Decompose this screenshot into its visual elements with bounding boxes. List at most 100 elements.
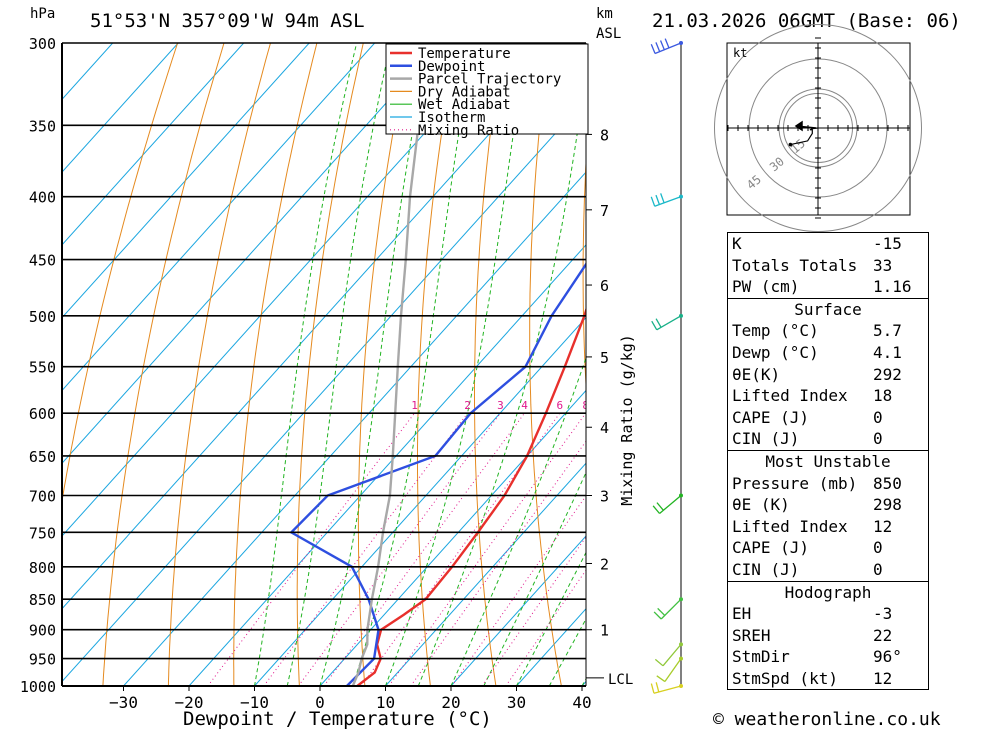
mu-li-row: Lifted Index 12 <box>728 516 928 538</box>
wind-barb <box>653 685 682 694</box>
km-tick-label: 8 <box>600 126 609 144</box>
hodograph-section-title: Hodograph <box>728 580 928 604</box>
index-value: 0 <box>873 559 883 579</box>
wind-barb-flag <box>653 611 662 620</box>
isotherm-line <box>319 389 586 686</box>
dry-adiabat-line <box>635 43 693 686</box>
x-tick-label: 30 <box>507 693 526 712</box>
isotherm-line <box>450 535 586 686</box>
hodo-stmdir-row: StmDir 96° <box>728 646 928 668</box>
isotherm-line <box>62 43 572 610</box>
wind-barb-flag <box>655 42 661 52</box>
surface-temp-row: Temp (°C) 5.7 <box>728 320 928 342</box>
wind-barb-flag <box>655 682 660 693</box>
copyright-text: © weatheronline.co.uk <box>713 709 941 730</box>
mu-cin-row: CIN (J) 0 <box>728 559 928 581</box>
index-label: SREH <box>732 625 771 645</box>
pressure-tick-label: 700 <box>29 488 56 506</box>
wet-adiabat-line <box>352 43 475 686</box>
dry-adiabat-line <box>529 43 562 686</box>
index-label: CIN (J) <box>732 559 800 579</box>
isotherm-line <box>62 43 310 319</box>
pressure-tick-label: 300 <box>29 35 56 53</box>
isotherm-line <box>62 43 376 392</box>
mixing-ratio-label: 25 <box>689 399 702 412</box>
index-label: Pressure (mb) <box>732 473 858 493</box>
wind-barb-flag <box>656 502 664 511</box>
dry-adiabat-line <box>582 154 586 394</box>
lcl-label: LCL <box>608 672 633 688</box>
surface-thetae-row: θE(K) 292 <box>728 364 928 386</box>
surface-section-title: Surface <box>728 297 928 321</box>
surface-li-row: Lifted Index 18 <box>728 385 928 407</box>
wind-barb-flag <box>659 40 665 50</box>
wet-adiabat-line <box>483 471 586 686</box>
isotherm-line <box>62 43 179 173</box>
wind-barb-flag <box>652 505 661 514</box>
x-tick-label: 0 <box>315 693 325 712</box>
legend-entry: Temperature <box>418 46 511 62</box>
mixing-ratio-label: 8 <box>582 399 589 412</box>
pressure-tick-label: 900 <box>29 622 56 640</box>
legend-entry: Mixing Ratio <box>418 123 519 139</box>
pressure-tick-label: 400 <box>29 189 56 207</box>
index-label: Lifted Index <box>732 386 848 406</box>
index-label: Temp (°C) <box>732 321 819 341</box>
dry-adiabat-line <box>357 43 411 686</box>
mixing-ratio-line <box>505 569 586 686</box>
pressure-tick-label: 650 <box>29 448 56 466</box>
storm-motion-arrow <box>794 120 817 132</box>
km-tick-label: 1 <box>600 622 609 640</box>
hodo-stmspd-row: StmSpd (kt) 12 <box>728 668 928 690</box>
hodo-sreh-row: SREH 22 <box>728 625 928 647</box>
index-label: PW (cm) <box>732 277 800 297</box>
hodograph-unit-label: kt <box>733 46 747 60</box>
wind-barb-flag <box>657 607 666 616</box>
pressure-tick-label: 350 <box>29 117 56 135</box>
index-value: -3 <box>873 604 893 624</box>
pressure-tick-label: 750 <box>29 524 56 542</box>
mixing-ratio-label: 1 <box>411 399 418 412</box>
index-label: K <box>732 234 742 253</box>
dry-adiabat-line <box>417 43 457 686</box>
wind-barb <box>660 598 682 620</box>
index-label: CIN (J) <box>732 429 800 449</box>
x-tick-label: 20 <box>441 693 460 712</box>
pressure-tick-label: 800 <box>29 559 56 577</box>
dry-adiabat-line <box>102 43 225 686</box>
wind-barb-flag <box>651 320 658 331</box>
isotherm-line <box>62 43 441 464</box>
isotherm-line <box>123 171 586 686</box>
index-label: EH <box>732 604 752 624</box>
pressure-tick-label: 950 <box>29 651 56 669</box>
isotherm-line <box>254 316 586 686</box>
asl-axis-label: ASL <box>596 26 622 42</box>
index-label: θE(K) <box>732 364 781 384</box>
x-tick-label: 40 <box>572 693 591 712</box>
index-value: 18 <box>873 386 893 406</box>
series-temperature-line <box>356 306 586 686</box>
mu-thetae-row: θE (K) 298 <box>728 494 928 516</box>
x-tick-label: −10 <box>240 693 269 712</box>
index-label: Dewp (°C) <box>732 342 819 362</box>
km-axis-label: km <box>596 6 613 22</box>
pressure-tick-label: 1000 <box>20 678 56 696</box>
km-tick-label: 4 <box>600 419 609 437</box>
index-value: 12 <box>873 516 893 536</box>
surface-cin-row: CIN (J) 0 <box>728 428 928 450</box>
wet-adiabat-line <box>450 356 586 686</box>
pressure-tick-label: 600 <box>29 405 56 423</box>
index-value: 1.16 <box>873 277 912 297</box>
pressure-tick-label: 450 <box>29 252 56 270</box>
pressure-tick-label: 850 <box>29 591 56 609</box>
wet-adiabat-line <box>286 43 392 686</box>
hodograph-ring <box>714 24 922 232</box>
index-label: StmSpd (kt) <box>732 668 838 688</box>
mixing-ratio-label: 10 <box>600 399 613 412</box>
km-tick-label: 5 <box>600 349 609 367</box>
wind-barb <box>656 315 682 331</box>
hodo-eh-row: EH -3 <box>728 603 928 625</box>
index-tt-row: Totals Totals 33 <box>728 255 928 277</box>
km-tick-label: 7 <box>600 202 609 220</box>
